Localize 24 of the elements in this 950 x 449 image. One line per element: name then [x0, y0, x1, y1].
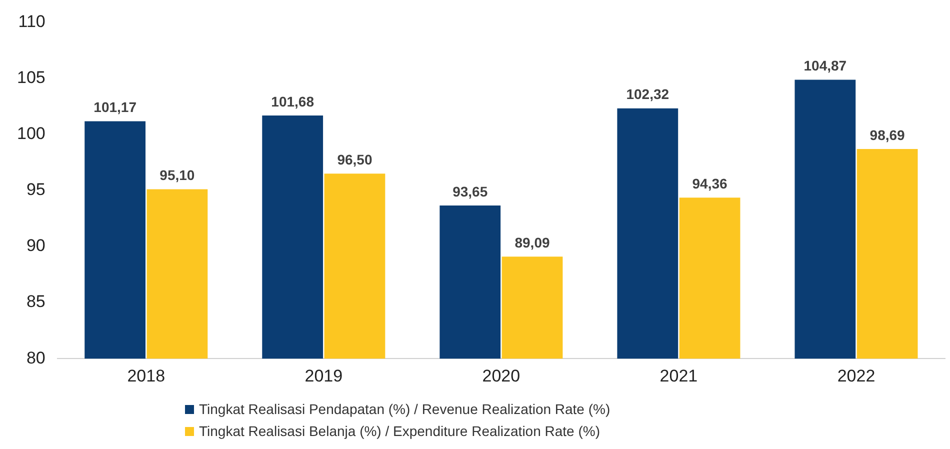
x-tick-label: 2022: [837, 366, 876, 386]
x-tick-label: 2018: [127, 366, 166, 386]
y-tick-label: 85: [26, 292, 46, 312]
legend-label: Tingkat Realisasi Pendapatan (%) / Revenue Realization Rate (%): [199, 400, 610, 419]
data-label: 96,50: [337, 151, 372, 168]
y-tick-label: 110: [18, 12, 46, 31]
y-tick-label: 105: [16, 68, 46, 87]
data-label: 94,36: [692, 175, 728, 192]
x-tick-label: 2019: [304, 366, 343, 386]
legend-label: Tingkat Realisasi Belanja (%) / Expenditure Realization Rate (%): [199, 422, 600, 441]
data-label: 101,68: [271, 93, 314, 110]
y-tick-label: 95: [26, 180, 46, 200]
data-label: 98,69: [870, 126, 906, 143]
data-label: 95,10: [160, 167, 195, 184]
data-label: 101,17: [94, 99, 137, 116]
data-label: 102,32: [626, 86, 670, 102]
y-tick-label: 100: [16, 124, 46, 144]
y-tick-label: 90: [26, 236, 46, 256]
data-label: 93,65: [452, 183, 488, 200]
data-label: 104,87: [804, 58, 847, 74]
x-tick-label: 2020: [482, 366, 520, 386]
x-tick-label: 2021: [660, 366, 698, 386]
data-label: 89,09: [514, 234, 550, 251]
y-tick-label: 80: [26, 348, 46, 368]
